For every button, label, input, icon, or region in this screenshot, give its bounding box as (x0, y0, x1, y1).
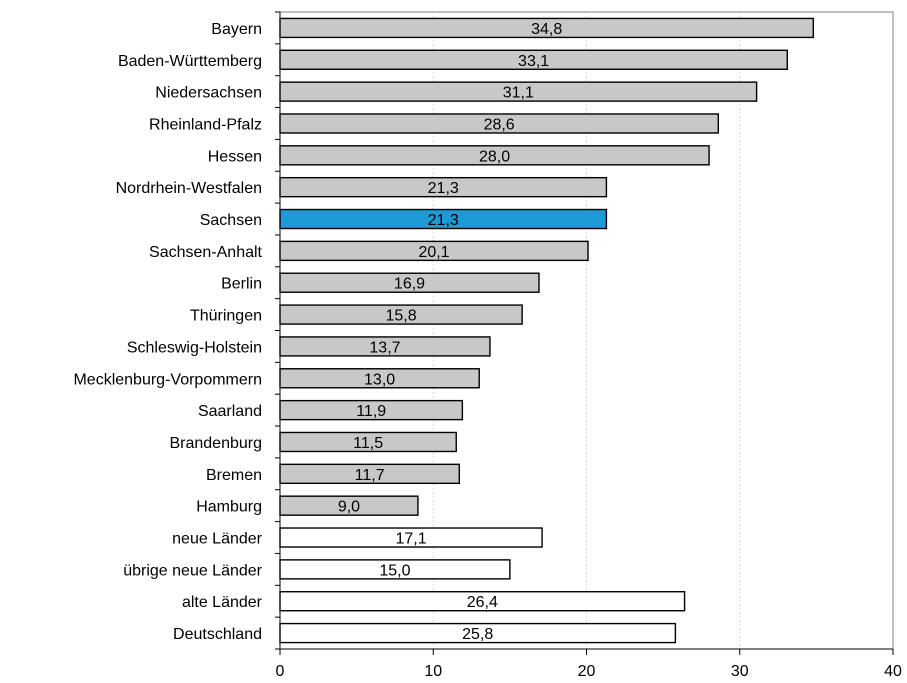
category-label: Mecklenburg-Vorpommern (73, 371, 262, 388)
category-label: Hamburg (196, 499, 262, 516)
x-tick-label: 30 (731, 663, 749, 680)
bars (279, 17, 815, 644)
bar-value-label: 34,8 (531, 21, 562, 38)
x-tick-label: 10 (424, 663, 442, 680)
x-tick-label: 40 (884, 663, 902, 680)
bar-value-label: 13,0 (364, 371, 395, 388)
category-label: Thüringen (190, 308, 262, 325)
category-label: Berlin (221, 276, 262, 293)
category-label: Bremen (206, 467, 262, 484)
bar-value-label: 21,3 (428, 180, 459, 197)
bar-value-label: 26,4 (467, 594, 498, 611)
category-labels: Bayern Baden-Württemberg Niedersachsen Rhei… (73, 21, 262, 643)
category-label: alte Länder (182, 594, 263, 611)
category-label: Nordrhein-Westfalen (116, 180, 262, 197)
grid-lines (432, 12, 741, 649)
category-label: Hessen (208, 148, 262, 165)
bar-value-label: 15,8 (385, 308, 416, 325)
category-label: Deutschland (173, 626, 262, 643)
category-label: übrige neue Länder (123, 562, 262, 579)
x-tick-label: 0 (276, 663, 285, 680)
x-tick-label: 20 (578, 663, 596, 680)
category-label: Brandenburg (169, 435, 262, 452)
category-label: Baden-Württemberg (118, 53, 262, 70)
category-label: Sachsen-Anhalt (149, 244, 263, 261)
bar-value-label: 28,6 (484, 116, 515, 133)
category-label: Schleswig-Holstein (127, 339, 262, 356)
category-label: Saarland (198, 403, 262, 420)
bar-value-label: 21,3 (428, 212, 459, 229)
bar-value-label: 9,0 (338, 499, 360, 516)
bar-value-label: 25,8 (462, 626, 493, 643)
bar-value-label: 15,0 (379, 562, 410, 579)
bar-value-label: 11,5 (353, 435, 383, 452)
category-label: Rheinland-Pfalz (149, 116, 262, 133)
bar-value-label: 33,1 (518, 53, 549, 70)
bar-value-label: 16,9 (394, 276, 425, 293)
category-label: Sachsen (200, 212, 262, 229)
category-label: Niedersachsen (155, 85, 262, 102)
category-label: Bayern (211, 21, 262, 38)
bar-value-label: 31,1 (503, 85, 534, 102)
category-label: neue Länder (172, 531, 263, 548)
bar-value-label: 28,0 (479, 148, 510, 165)
bar-value-label: 11,9 (356, 403, 386, 420)
bar-value-label: 17,1 (395, 531, 426, 548)
bar-value-label: 13,7 (369, 339, 400, 356)
bar-value-label: 20,1 (418, 244, 449, 261)
x-axis: 0 10 20 30 40 (275, 11, 902, 680)
bar-value-label: 11,7 (355, 467, 385, 484)
value-labels: 34,8 33,1 31,1 28,6 28,0 21,3 21,3 20,1 16,9 15,8… (338, 21, 562, 643)
